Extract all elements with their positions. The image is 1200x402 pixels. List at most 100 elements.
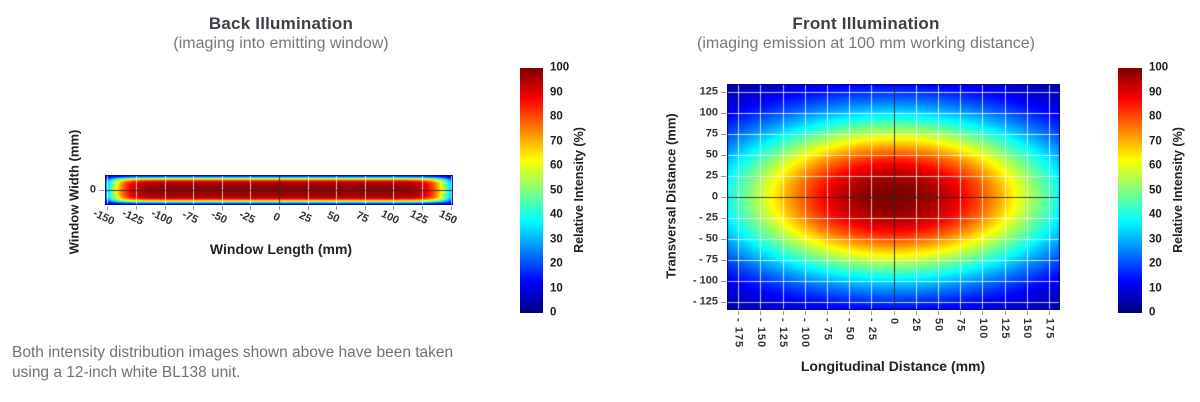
- front-y-axis-label: Transversal Distance (mm): [663, 113, 679, 279]
- colorbar-tick-label: 40: [1149, 208, 1162, 221]
- y-tick-mark: [721, 175, 726, 177]
- x-tick-label: - 100: [799, 318, 812, 349]
- x-tick-label: 100: [976, 318, 989, 340]
- x-tick-mark: [393, 206, 395, 210]
- y-tick-mark: [721, 302, 726, 304]
- x-tick-mark: [738, 311, 740, 315]
- x-tick-label: 25: [296, 209, 313, 226]
- back-x-axis-label: Window Length (mm): [209, 241, 353, 257]
- y-tick-label: 75: [705, 127, 718, 140]
- x-tick-label: 25: [910, 318, 923, 333]
- colorbar-tick-label: 30: [550, 232, 563, 245]
- x-tick-mark: [164, 206, 166, 210]
- y-tick-label: 125: [699, 85, 718, 98]
- x-tick-mark: [250, 206, 252, 210]
- x-tick-mark: [107, 206, 109, 210]
- front-figure-title: Front Illumination: [792, 14, 940, 33]
- x-tick-label: - 25: [865, 318, 878, 341]
- colorbar-tick-label: 60: [550, 159, 563, 172]
- back-y-axis-label: Window Width (mm): [66, 129, 82, 255]
- y-tick-label: 0: [711, 190, 718, 203]
- y-tick-mark: [721, 112, 726, 114]
- x-tick-label: - 75: [821, 318, 834, 341]
- front-colorbar-label: Relative Intensity (%): [1171, 127, 1185, 253]
- x-tick-mark: [804, 311, 806, 315]
- x-tick-label: - 150: [754, 318, 767, 349]
- colorbar-tick-label: 70: [550, 134, 563, 147]
- x-tick-label: -50: [208, 208, 229, 227]
- x-tick-mark: [849, 311, 851, 315]
- x-tick-mark: [336, 206, 338, 210]
- front-illumination-heatmap: [727, 84, 1060, 310]
- x-tick-label: -125: [120, 207, 146, 228]
- y-tick-label: 0: [89, 183, 96, 196]
- x-tick-label: 50: [932, 318, 945, 333]
- x-tick-mark: [307, 206, 309, 210]
- x-tick-label: 50: [325, 209, 342, 226]
- y-tick-label: - 50: [699, 232, 718, 245]
- colorbar-tick-label: 80: [1149, 110, 1162, 123]
- x-tick-mark: [893, 311, 895, 315]
- x-tick-label: 125: [999, 318, 1011, 340]
- colorbar-tick-label: 20: [1149, 257, 1162, 270]
- front-figure-subtitle: (imaging emission at 100 mm working dist…: [697, 35, 1035, 52]
- x-tick-label: -75: [180, 208, 200, 227]
- x-tick-label: 75: [353, 209, 371, 226]
- y-tick-mark: [721, 260, 726, 262]
- x-tick-label: 125: [408, 208, 430, 227]
- colorbar-tick-label: 30: [1149, 232, 1162, 245]
- back-figure-subtitle: (imaging into emitting window): [173, 35, 389, 52]
- x-tick-label: 0: [888, 318, 900, 326]
- y-tick-mark: [721, 239, 726, 241]
- x-tick-label: 175: [1043, 318, 1056, 340]
- back-colorbar-label: Relative Intensity (%): [572, 127, 586, 253]
- colorbar-tick-label: 80: [550, 110, 563, 123]
- colorbar-tick-label: 40: [550, 208, 563, 221]
- x-tick-label: 100: [379, 208, 402, 227]
- x-tick-mark: [826, 311, 828, 315]
- x-tick-label: 75: [954, 318, 967, 333]
- x-tick-mark: [982, 311, 984, 315]
- x-tick-mark: [364, 206, 366, 210]
- x-tick-label: -100: [148, 207, 174, 228]
- colorbar-tick-label: 50: [550, 183, 563, 196]
- y-tick-mark: [721, 281, 726, 283]
- y-tick-label: 25: [705, 169, 718, 182]
- y-tick-label: 50: [705, 148, 718, 161]
- colorbar-tick-label: 70: [1149, 134, 1162, 147]
- x-tick-mark: [871, 311, 873, 315]
- front-colorbar: [1118, 68, 1142, 313]
- x-tick-label: - 50: [843, 318, 856, 341]
- x-tick-label: - 175: [732, 318, 745, 349]
- x-tick-label: -25: [237, 208, 258, 227]
- colorbar-tick-label: 100: [550, 61, 570, 74]
- colorbar-tick-label: 90: [1149, 85, 1162, 98]
- colorbar-tick-label: 0: [550, 306, 557, 319]
- y-tick-label: 100: [699, 106, 718, 119]
- y-tick-mark: [721, 133, 726, 135]
- x-tick-mark: [1026, 311, 1028, 315]
- x-tick-label: 150: [1021, 318, 1034, 340]
- footnote: Both intensity distribution images shown…: [12, 343, 453, 383]
- x-tick-mark: [422, 206, 424, 210]
- colorbar-tick-label: 50: [1149, 183, 1162, 196]
- y-tick-label: - 125: [692, 295, 718, 308]
- x-tick-mark: [1004, 311, 1006, 315]
- y-tick-label: - 100: [692, 274, 718, 287]
- colorbar-tick-label: 10: [550, 281, 563, 294]
- x-tick-label: 0: [271, 210, 282, 225]
- x-tick-mark: [760, 311, 762, 315]
- x-tick-label: 150: [436, 208, 459, 227]
- x-tick-mark: [135, 206, 137, 210]
- y-tick-mark: [721, 154, 726, 156]
- x-tick-mark: [915, 311, 917, 315]
- colorbar-tick-label: 100: [1149, 61, 1169, 74]
- y-tick-label: - 25: [699, 211, 718, 224]
- y-tick-mark: [721, 218, 726, 220]
- y-tick-mark: [721, 197, 726, 198]
- x-tick-label: - 125: [777, 318, 789, 349]
- back-figure-title: Back Illumination: [208, 14, 354, 33]
- x-tick-mark: [193, 206, 195, 210]
- x-tick-mark: [937, 311, 939, 315]
